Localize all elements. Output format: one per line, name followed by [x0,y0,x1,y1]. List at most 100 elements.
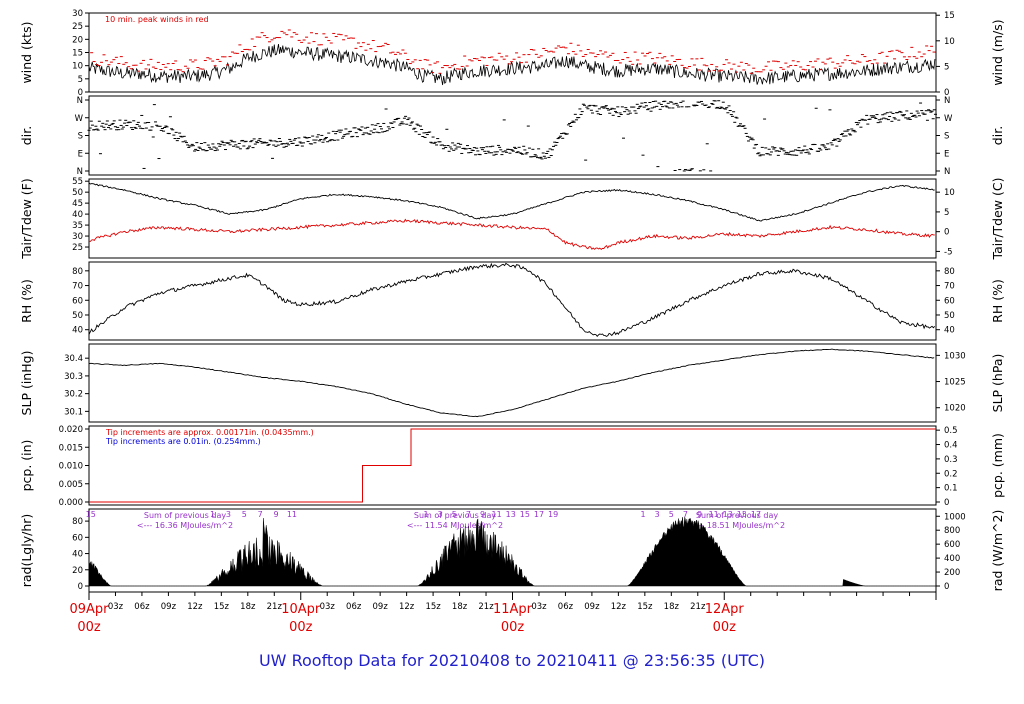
day-label: 12Apr [705,602,745,617]
temp-panel-ytick-label: 45 [72,199,83,209]
pcp-panel-ytick-label: 0.015 [59,443,83,453]
rad-series [88,516,936,587]
rad-hour-mark: 9 [697,510,702,519]
pcp-panel-ytick-right-label: 0.1 [944,484,958,494]
time-tick-label: 03z [531,602,547,612]
rad-hour-mark: 19 [548,510,558,519]
rad-panel-ytick-label: 60 [72,533,83,543]
day-label: 10Apr [281,602,321,617]
dir-panel-ytick-right-label: S [944,132,949,142]
slp-panel-ytick-label: 30.1 [64,407,83,417]
pcp-panel: 0.000 0.005 0.010 0.015 0.020 0 0.1 0.2 0.3 0.4 0.… [19,425,1005,508]
dir-panel-ytick-label: W [75,114,84,124]
rad-panel-ytick-right-label: 200 [944,568,960,578]
wind-annotation: 10 min. peak winds in red [105,15,209,24]
wind-panel-ytick-right-label: 10 [944,37,955,47]
rad-hour-mark: 3 [438,510,443,519]
time-tick-label: 18z [240,602,256,612]
slp-panel-ylabel: SLP (inHg) [19,351,34,416]
rad-panel-ytick-right-label: 1000 [944,512,966,522]
slp-panel-ytick-right-label: 1030 [944,351,966,361]
rh-panel-ytick-right-label: 80 [944,267,955,277]
rh-panel-ytick-label: 70 [72,282,83,292]
rh-panel-ytick-label: 50 [72,311,83,321]
rh-panel-ylabel-right: RH (%) [990,279,1005,323]
temp-panel-ylabel-right: Tair/Tdew (C) [990,178,1005,261]
wind-peak-series [90,29,936,74]
slp-panel-ylabel-right: SLP (hPa) [990,354,1005,413]
rad-annotation-title: Sum of previous day [696,511,778,520]
rad-annotation-sum: <--- 16.36 MJoules/m^2 [137,521,233,530]
slp-panel: 30.1 30.2 30.3 30.4 1020 1025 1030 SLP (inHg) SL… [19,343,1005,423]
slp-series [88,348,935,418]
rad-hour-mark: 13 [723,510,733,519]
temp-panel-ytick-right-label: -5 [944,247,952,257]
rh-panel-ytick-label: 40 [72,326,83,336]
temp-panel-ytick-right-label: 10 [944,188,955,198]
rad-hour-mark: 17 [534,510,544,519]
rad-hour-mark: 5 [669,510,674,519]
pcp-panel-ytick-label: 0.000 [59,498,83,508]
slp-panel-ytick-label: 30.2 [64,390,83,400]
rh-panel-ytick-right-label: 50 [944,311,955,321]
dir-panel-ylabel: dir. [19,126,34,145]
rad-panel-ylabel-right: rad (W/m^2) [990,510,1005,592]
time-tick-label: 21z [690,602,706,612]
dir-panel-ytick-right-label: W [944,114,953,124]
slp-panel-ytick-right-label: 1025 [944,378,966,388]
wind-panel-ytick-label: 0 [78,88,83,98]
day-hour-label: 00z [289,620,313,635]
pcp-panel-ytick-label: 0.010 [59,462,83,472]
rad-panel-ytick-right-label: 0 [944,582,949,592]
rad-panel-ytick-label: 20 [72,566,83,576]
temp-panel-ytick-label: 55 [72,177,83,187]
time-tick-label: 03z [108,602,124,612]
rad-panel-ytick-right-label: 400 [944,554,960,564]
time-tick-label: 18z [452,602,468,612]
pcp-panel-ytick-right-label: 0.2 [944,469,958,479]
wind-panel-ytick-label: 30 [72,9,83,19]
day-hour-label: 00z [501,620,525,635]
pcp-panel-ytick-right-label: 0.3 [944,455,958,465]
rad-hour-mark: 1 [423,510,428,519]
pcp-panel-ytick-right-label: 0.5 [944,426,958,436]
pcp-panel-ytick-right-label: 0 [944,498,949,508]
rad-hour-mark: 7 [258,510,263,519]
day-hour-label: 00z [77,620,101,635]
wind-mean-series [88,44,936,86]
time-tick-label: 12z [611,602,627,612]
slp-panel-ytick-label: 30.4 [64,354,83,364]
wind-panel-ytick-label: 5 [78,75,83,85]
wind-panel-ylabel-right: wind (m/s) [990,19,1005,85]
dir-panel-ytick-label: N [77,167,83,177]
rh-panel-ytick-right-label: 60 [944,296,955,306]
rad-hour-mark: 17 [751,510,761,519]
dir-panel-ylabel-right: dir. [990,126,1005,145]
time-tick-label: 15z [214,602,230,612]
rad-hour-mark: 9 [480,510,485,519]
temp-panel-ytick-label: 30 [72,232,83,242]
rh-panel-ytick-label: 80 [72,267,83,277]
time-tick-label: 21z [478,602,494,612]
dir-panel-ytick-label: E [78,149,83,159]
rad-panel-ytick-label: 40 [72,550,83,560]
time-tick-label: 09z [373,602,389,612]
rad-hour-mark: 13 [506,510,516,519]
slp-panel-ytick-right-label: 1020 [944,404,966,414]
slp-panel-ytick-label: 30.3 [64,372,83,382]
time-tick-label: 15z [637,602,653,612]
temp-panel-ytick-label: 25 [72,243,83,253]
rad-hour-mark: 11 [492,510,502,519]
time-tick-label: 06z [558,602,574,612]
pcp-panel-ylabel: pcp. (in) [19,440,34,492]
time-tick-label: 21z [267,602,283,612]
rad-panel-ytick-right-label: 800 [944,526,960,536]
rad-panel-ytick-label: 0 [78,582,83,592]
temp-panel-ytick-label: 50 [72,188,83,198]
temp-panel-ytick-label: 40 [72,210,83,220]
wind-panel: 0 5 10 15 20 25 30 0 5 10 15 wind (kts) wind (m/s) 10… [19,9,1005,98]
